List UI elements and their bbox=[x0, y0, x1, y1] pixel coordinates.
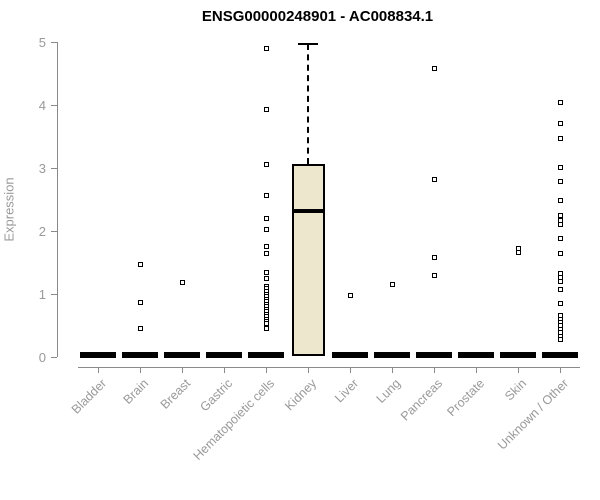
y-tick-label: 4 bbox=[38, 98, 46, 113]
outlier-point-unknown-other bbox=[557, 236, 563, 242]
y-tick-label: 3 bbox=[38, 161, 46, 176]
outlier-point-unknown-other bbox=[557, 222, 563, 228]
y-tick bbox=[51, 167, 57, 169]
outlier-point-hematopoietic-cells bbox=[263, 251, 269, 257]
zero-bar-pancreas bbox=[416, 352, 452, 358]
outlier-point-hematopoietic-cells bbox=[263, 227, 269, 233]
box-kidney bbox=[291, 164, 325, 356]
outlier-point-skin bbox=[515, 249, 521, 255]
y-tick bbox=[51, 293, 57, 295]
outlier-point-brain bbox=[137, 300, 143, 306]
outlier-point-pancreas bbox=[431, 254, 437, 260]
outlier-point-unknown-other bbox=[557, 120, 563, 126]
y-tick bbox=[51, 230, 57, 232]
outlier-point-pancreas bbox=[431, 65, 437, 71]
x-tick bbox=[97, 367, 99, 373]
zero-bar-liver bbox=[332, 352, 368, 358]
outlier-point-unknown-other bbox=[557, 164, 563, 170]
outlier-point-hematopoietic-cells bbox=[263, 106, 269, 112]
zero-bar-prostate bbox=[458, 352, 494, 358]
x-tick bbox=[307, 367, 309, 373]
zero-bar-hematopoietic-cells bbox=[248, 352, 284, 358]
y-tick-label: 1 bbox=[38, 287, 46, 302]
outlier-point-unknown-other bbox=[557, 99, 563, 105]
outlier-point-hematopoietic-cells bbox=[263, 326, 269, 332]
zero-bar-gastric bbox=[206, 352, 242, 358]
zero-bar-skin bbox=[500, 352, 536, 358]
x-tick bbox=[265, 367, 267, 373]
zero-bar-breast bbox=[164, 352, 200, 358]
outlier-point-unknown-other bbox=[557, 198, 563, 204]
median-kidney bbox=[291, 208, 325, 213]
outlier-point-unknown-other bbox=[557, 135, 563, 141]
x-tick bbox=[517, 367, 519, 373]
x-tick bbox=[139, 367, 141, 373]
y-tick bbox=[51, 104, 57, 106]
outlier-point-brain bbox=[137, 326, 143, 332]
outlier-point-unknown-other bbox=[557, 278, 563, 284]
outlier-point-lung bbox=[389, 282, 395, 288]
outlier-point-hematopoietic-cells bbox=[263, 45, 269, 51]
outlier-point-unknown-other bbox=[557, 250, 563, 256]
outlier-point-pancreas bbox=[431, 272, 437, 278]
x-tick bbox=[223, 367, 225, 373]
outlier-point-pancreas bbox=[431, 176, 437, 182]
y-axis-line bbox=[57, 42, 58, 357]
x-axis-line bbox=[78, 367, 580, 368]
outlier-point-hematopoietic-cells bbox=[263, 270, 269, 276]
x-tick bbox=[181, 367, 183, 373]
outlier-point-hematopoietic-cells bbox=[263, 192, 269, 198]
zero-bar-brain bbox=[122, 352, 158, 358]
x-tick bbox=[559, 367, 561, 373]
outlier-point-liver bbox=[347, 293, 353, 299]
outlier-point-unknown-other bbox=[557, 178, 563, 184]
x-tick bbox=[391, 367, 393, 373]
y-tick-label: 5 bbox=[38, 35, 46, 50]
outlier-point-hematopoietic-cells bbox=[263, 321, 269, 327]
outlier-point-hematopoietic-cells bbox=[263, 275, 269, 281]
x-tick bbox=[433, 367, 435, 373]
zero-bar-lung bbox=[374, 352, 410, 358]
outlier-point-hematopoietic-cells bbox=[263, 215, 269, 221]
y-tick bbox=[51, 356, 57, 358]
x-tick bbox=[475, 367, 477, 373]
y-axis-label: Expression bbox=[1, 177, 17, 242]
chart-title: ENSG00000248901 - AC008834.1 bbox=[201, 8, 434, 25]
outlier-point-brain bbox=[137, 261, 143, 267]
zero-bar-bladder bbox=[80, 352, 116, 358]
y-tick bbox=[51, 41, 57, 43]
outlier-point-hematopoietic-cells bbox=[263, 162, 269, 168]
outlier-point-hematopoietic-cells bbox=[263, 244, 269, 250]
zero-bar-unknown-other bbox=[542, 352, 578, 358]
outlier-point-unknown-other bbox=[557, 337, 563, 343]
outlier-point-unknown-other bbox=[557, 212, 563, 218]
y-tick-label: 0 bbox=[38, 350, 46, 365]
outlier-point-unknown-other bbox=[557, 300, 563, 306]
y-tick-label: 2 bbox=[38, 224, 46, 239]
outlier-point-unknown-other bbox=[557, 287, 563, 293]
whisker-kidney bbox=[307, 43, 309, 165]
outlier-point-breast bbox=[179, 279, 185, 285]
x-tick bbox=[349, 367, 351, 373]
